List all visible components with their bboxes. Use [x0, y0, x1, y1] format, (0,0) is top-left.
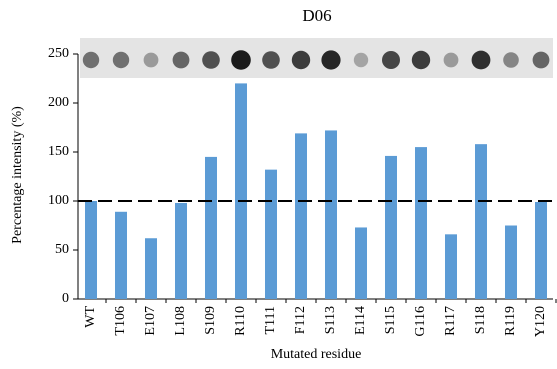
blot-dot [113, 52, 129, 68]
x-tick-label: G116 [413, 306, 428, 337]
x-tick-label: F112 [293, 306, 308, 334]
bar [325, 130, 337, 299]
bar [505, 226, 517, 300]
x-tick-label: S118 [473, 306, 488, 334]
blot-dot [262, 51, 280, 69]
x-axis-title: Mutated residue [271, 347, 362, 362]
blot-dot [382, 51, 400, 69]
blot-dot [533, 52, 550, 69]
blot-dot [144, 53, 159, 68]
x-tick-label: T111 [263, 306, 278, 335]
blot-dot [202, 51, 220, 69]
blot-dot [503, 52, 519, 68]
bar [265, 170, 277, 299]
x-tick-label: Y120 [533, 306, 548, 337]
x-tick-label: S109 [203, 306, 218, 335]
x-tick-label: E114 [353, 306, 368, 335]
x-tick-label: R117 [443, 306, 458, 336]
bar [535, 202, 547, 299]
y-tick-label: 0 [62, 291, 69, 306]
x-tick-label: S115 [383, 306, 398, 334]
x-tick-label: T106 [113, 306, 128, 336]
bar [445, 234, 457, 299]
bar [415, 147, 427, 299]
x-tick-label: R110 [233, 306, 248, 336]
x-tick-label: E107 [143, 306, 158, 336]
x-tick-label: WT [83, 306, 98, 328]
blot-dot [231, 50, 251, 70]
bar [475, 144, 487, 299]
x-tick-label: S113 [323, 306, 338, 334]
blot-dot [412, 51, 430, 69]
y-tick-label: 250 [48, 46, 69, 61]
bar [205, 157, 217, 299]
chart-title: D06 [302, 6, 331, 25]
y-tick-label: 50 [55, 242, 69, 257]
blot-dot [444, 53, 459, 68]
y-tick-label: 150 [48, 144, 69, 159]
bar [145, 238, 157, 299]
x-tick-label: R119 [503, 306, 518, 336]
blot-dot [292, 51, 310, 69]
bar [385, 156, 397, 299]
blot-dot [472, 51, 491, 70]
chart: D06 Percentage intensity (%) Mutated res… [0, 0, 557, 369]
bar [355, 227, 367, 299]
bar [295, 133, 307, 299]
y-axis-title: Percentage intensity (%) [10, 106, 25, 244]
y-tick-label: 100 [48, 193, 69, 208]
bar [115, 212, 127, 299]
bar [175, 203, 187, 299]
blot-dot [321, 50, 340, 69]
blot-dot [354, 53, 368, 67]
y-tick-label: 200 [48, 95, 69, 110]
blot-dot [173, 52, 190, 69]
bar [85, 201, 97, 299]
x-tick-label: L108 [173, 306, 188, 336]
bar [235, 83, 247, 299]
blot-dot [83, 52, 99, 68]
